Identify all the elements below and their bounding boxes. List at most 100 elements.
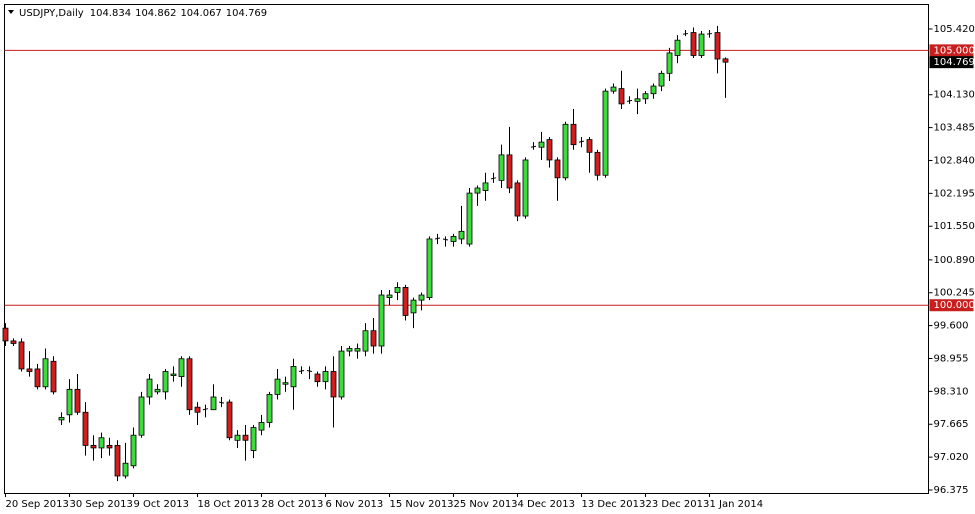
candle-body (218, 401, 225, 404)
candle-body (650, 85, 657, 95)
chart-title: USDJPY,Daily (19, 8, 84, 19)
x-tick-label: 1 Jan 2014 (710, 499, 764, 510)
y-tick-label: 99.600 (934, 321, 969, 332)
y-tick-label: 102.840 (934, 155, 975, 166)
candle-body (634, 98, 641, 102)
candle-body (626, 99, 633, 102)
candle-body (722, 58, 729, 63)
open-value: 104.834 (90, 8, 131, 19)
candle-body (354, 348, 361, 352)
candle-body (618, 88, 625, 105)
candle-body (682, 33, 689, 35)
candle-body (306, 369, 313, 372)
candle-body (98, 437, 105, 449)
candle-body (450, 236, 457, 242)
candle-body (578, 140, 585, 143)
candle-body (42, 358, 49, 388)
y-tick-label: 98.955 (934, 353, 969, 364)
candle-body (538, 141, 545, 148)
candle-body (610, 86, 617, 92)
candle-body (74, 388, 81, 413)
price-label-box (929, 56, 974, 69)
candle-body (210, 396, 217, 411)
candle-body (146, 378, 153, 398)
candle-body (138, 396, 145, 436)
candle-body (250, 427, 257, 451)
candle-body (162, 371, 169, 393)
candle-body (362, 330, 369, 352)
level-label-box (929, 299, 974, 312)
y-tick-label: 104.130 (934, 90, 975, 101)
candle-body (234, 434, 241, 441)
candle-body (314, 373, 321, 383)
y-tick-label: 97.665 (934, 419, 969, 430)
candle-body (26, 368, 33, 372)
candle-body (170, 373, 177, 376)
candle-body (570, 123, 577, 146)
chart-header: USDJPY,Daily 104.834 104.862 104.067 104.769 (19, 8, 267, 19)
candle-body (202, 408, 209, 411)
price-label: 104.769 (934, 57, 975, 68)
candle-body (330, 371, 337, 398)
candle-body (122, 462, 129, 477)
y-tick-label: 101.550 (934, 221, 975, 232)
candle-body (410, 299, 417, 314)
high-value: 104.862 (135, 8, 176, 19)
candle-body (714, 32, 721, 60)
x-tick-label: 20 Sep 2013 (6, 499, 69, 510)
candle-body (586, 139, 593, 153)
candle-body (58, 416, 65, 421)
candle-body (394, 286, 401, 293)
candle-body (506, 154, 513, 189)
candle-body (474, 187, 481, 194)
candle-body (674, 39, 681, 56)
plot-frame (4, 4, 929, 494)
candle-body (418, 294, 425, 301)
candle-body (434, 237, 441, 240)
y-tick-label: 102.195 (934, 188, 975, 199)
candle-body (154, 388, 161, 393)
candle-body (178, 358, 185, 377)
candle-body (130, 434, 137, 467)
level-label: 105.000 (934, 45, 975, 56)
candle-body (698, 33, 705, 56)
candle-body (242, 434, 249, 441)
y-tick-label: 100.245 (934, 288, 975, 299)
candle-body (562, 123, 569, 179)
candle-body (106, 444, 113, 449)
candle-body (282, 382, 289, 385)
x-tick-label: 23 Dec 2013 (646, 499, 710, 510)
candle-body (370, 330, 377, 347)
candle-body (258, 422, 265, 431)
x-tick-label: 30 Sep 2013 (70, 499, 133, 510)
candle-body (498, 154, 505, 181)
candle-body (386, 294, 393, 298)
candle-body (642, 93, 649, 100)
candle-body (226, 401, 233, 439)
candle-body (442, 238, 449, 241)
candle-body (266, 394, 273, 423)
candle-body (114, 444, 121, 477)
candle-body (322, 371, 329, 383)
x-tick-label: 4 Dec 2013 (518, 499, 576, 510)
candle-body (602, 90, 609, 176)
close-value: 104.769 (226, 8, 267, 19)
candle-body (426, 238, 433, 298)
candle-body (82, 411, 89, 446)
candle-body (378, 294, 385, 347)
candle-body (298, 369, 305, 372)
candle-body (466, 192, 473, 245)
candle-body (482, 182, 489, 191)
candle-body (346, 348, 353, 352)
level-label: 100.000 (934, 300, 975, 311)
candle-body (458, 230, 465, 240)
candle-body (530, 145, 537, 148)
candle-body (658, 72, 665, 87)
y-tick-label: 97.020 (934, 452, 969, 463)
level-label-box (929, 44, 974, 57)
x-tick-label: 13 Dec 2013 (582, 499, 646, 510)
x-tick-label: 18 Oct 2013 (198, 499, 260, 510)
candle-body (594, 151, 601, 176)
